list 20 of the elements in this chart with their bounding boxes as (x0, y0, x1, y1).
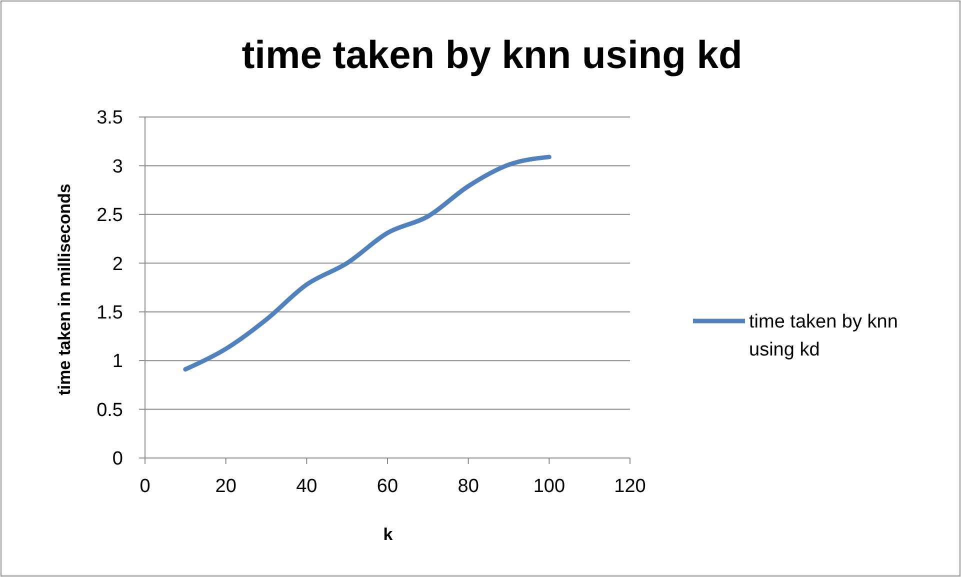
y-tick-label: 1 (112, 351, 123, 372)
x-axis-title: k (383, 525, 394, 544)
y-tick-label: 0 (112, 448, 123, 470)
x-tick-label: 20 (215, 476, 236, 497)
y-tick-label: 0.5 (96, 400, 123, 421)
legend-label: time taken by knn using kd (749, 312, 898, 361)
chart-title: time taken by knn using kd (242, 34, 742, 77)
x-tick-label: 40 (296, 476, 318, 497)
line-series (183, 154, 552, 372)
x-tick-label: 120 (614, 476, 646, 497)
x-tick-label: 80 (458, 476, 479, 497)
x-tick-label: 100 (533, 476, 566, 497)
x-tick-label: 0 (140, 476, 150, 497)
y-tick-label: 2.5 (96, 205, 123, 226)
y-tick-label: 1.5 (96, 302, 123, 324)
y-tick-label: 3 (112, 156, 123, 178)
y-tick-label: 3.5 (96, 108, 123, 129)
y-tick-label: 2 (112, 254, 123, 275)
x-tick-label: 60 (376, 476, 398, 497)
y-axis-title: time taken in milliseconds (55, 184, 74, 396)
